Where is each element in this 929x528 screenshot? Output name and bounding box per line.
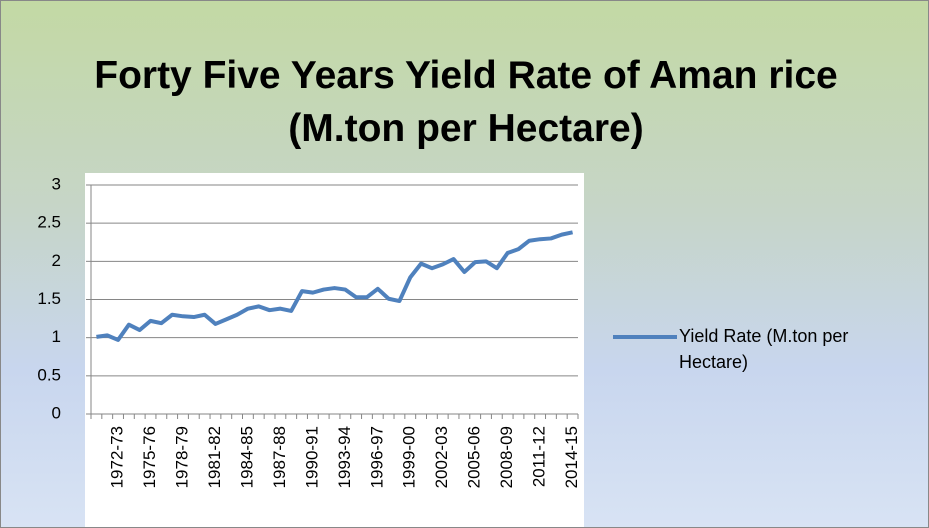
x-tick-label: 2005-06 — [465, 426, 484, 488]
y-tick-label: 3 — [52, 174, 61, 193]
x-tick-label: 1990-91 — [302, 426, 321, 488]
x-tick-label: 2014-15 — [562, 426, 581, 488]
x-tick-label: 1978-79 — [172, 426, 191, 488]
legend-label: Yield Rate (M.ton per Hectare) — [679, 326, 849, 372]
chart-title: Forty Five Years Yield Rate of Aman rice… — [94, 54, 838, 150]
x-tick-label: 1999-00 — [400, 426, 419, 488]
y-tick-label: 0 — [52, 403, 61, 422]
data-line — [96, 230, 574, 342]
x-tick-label: 1996-97 — [367, 426, 386, 488]
y-tick-label: 2 — [52, 251, 61, 270]
x-tick-label: 1993-94 — [335, 426, 354, 488]
x-tick-label: 1975-76 — [140, 426, 159, 488]
plot-area — [85, 173, 584, 527]
x-tick-label: 1987-88 — [270, 426, 289, 488]
x-tick-label: 2008-09 — [497, 426, 516, 488]
x-tick-label: 1984-85 — [237, 426, 256, 488]
y-tick-label: 1 — [52, 327, 61, 346]
x-tick-label: 2011-12 — [530, 426, 549, 487]
x-tick-label: 1972-73 — [108, 426, 127, 488]
x-tick-label: 2002-03 — [432, 426, 451, 488]
y-tick-label: 0.5 — [37, 365, 61, 384]
x-tick-label: 1981-82 — [205, 426, 224, 488]
y-tick-label: 2.5 — [37, 213, 61, 232]
y-tick-label: 1.5 — [37, 289, 61, 308]
